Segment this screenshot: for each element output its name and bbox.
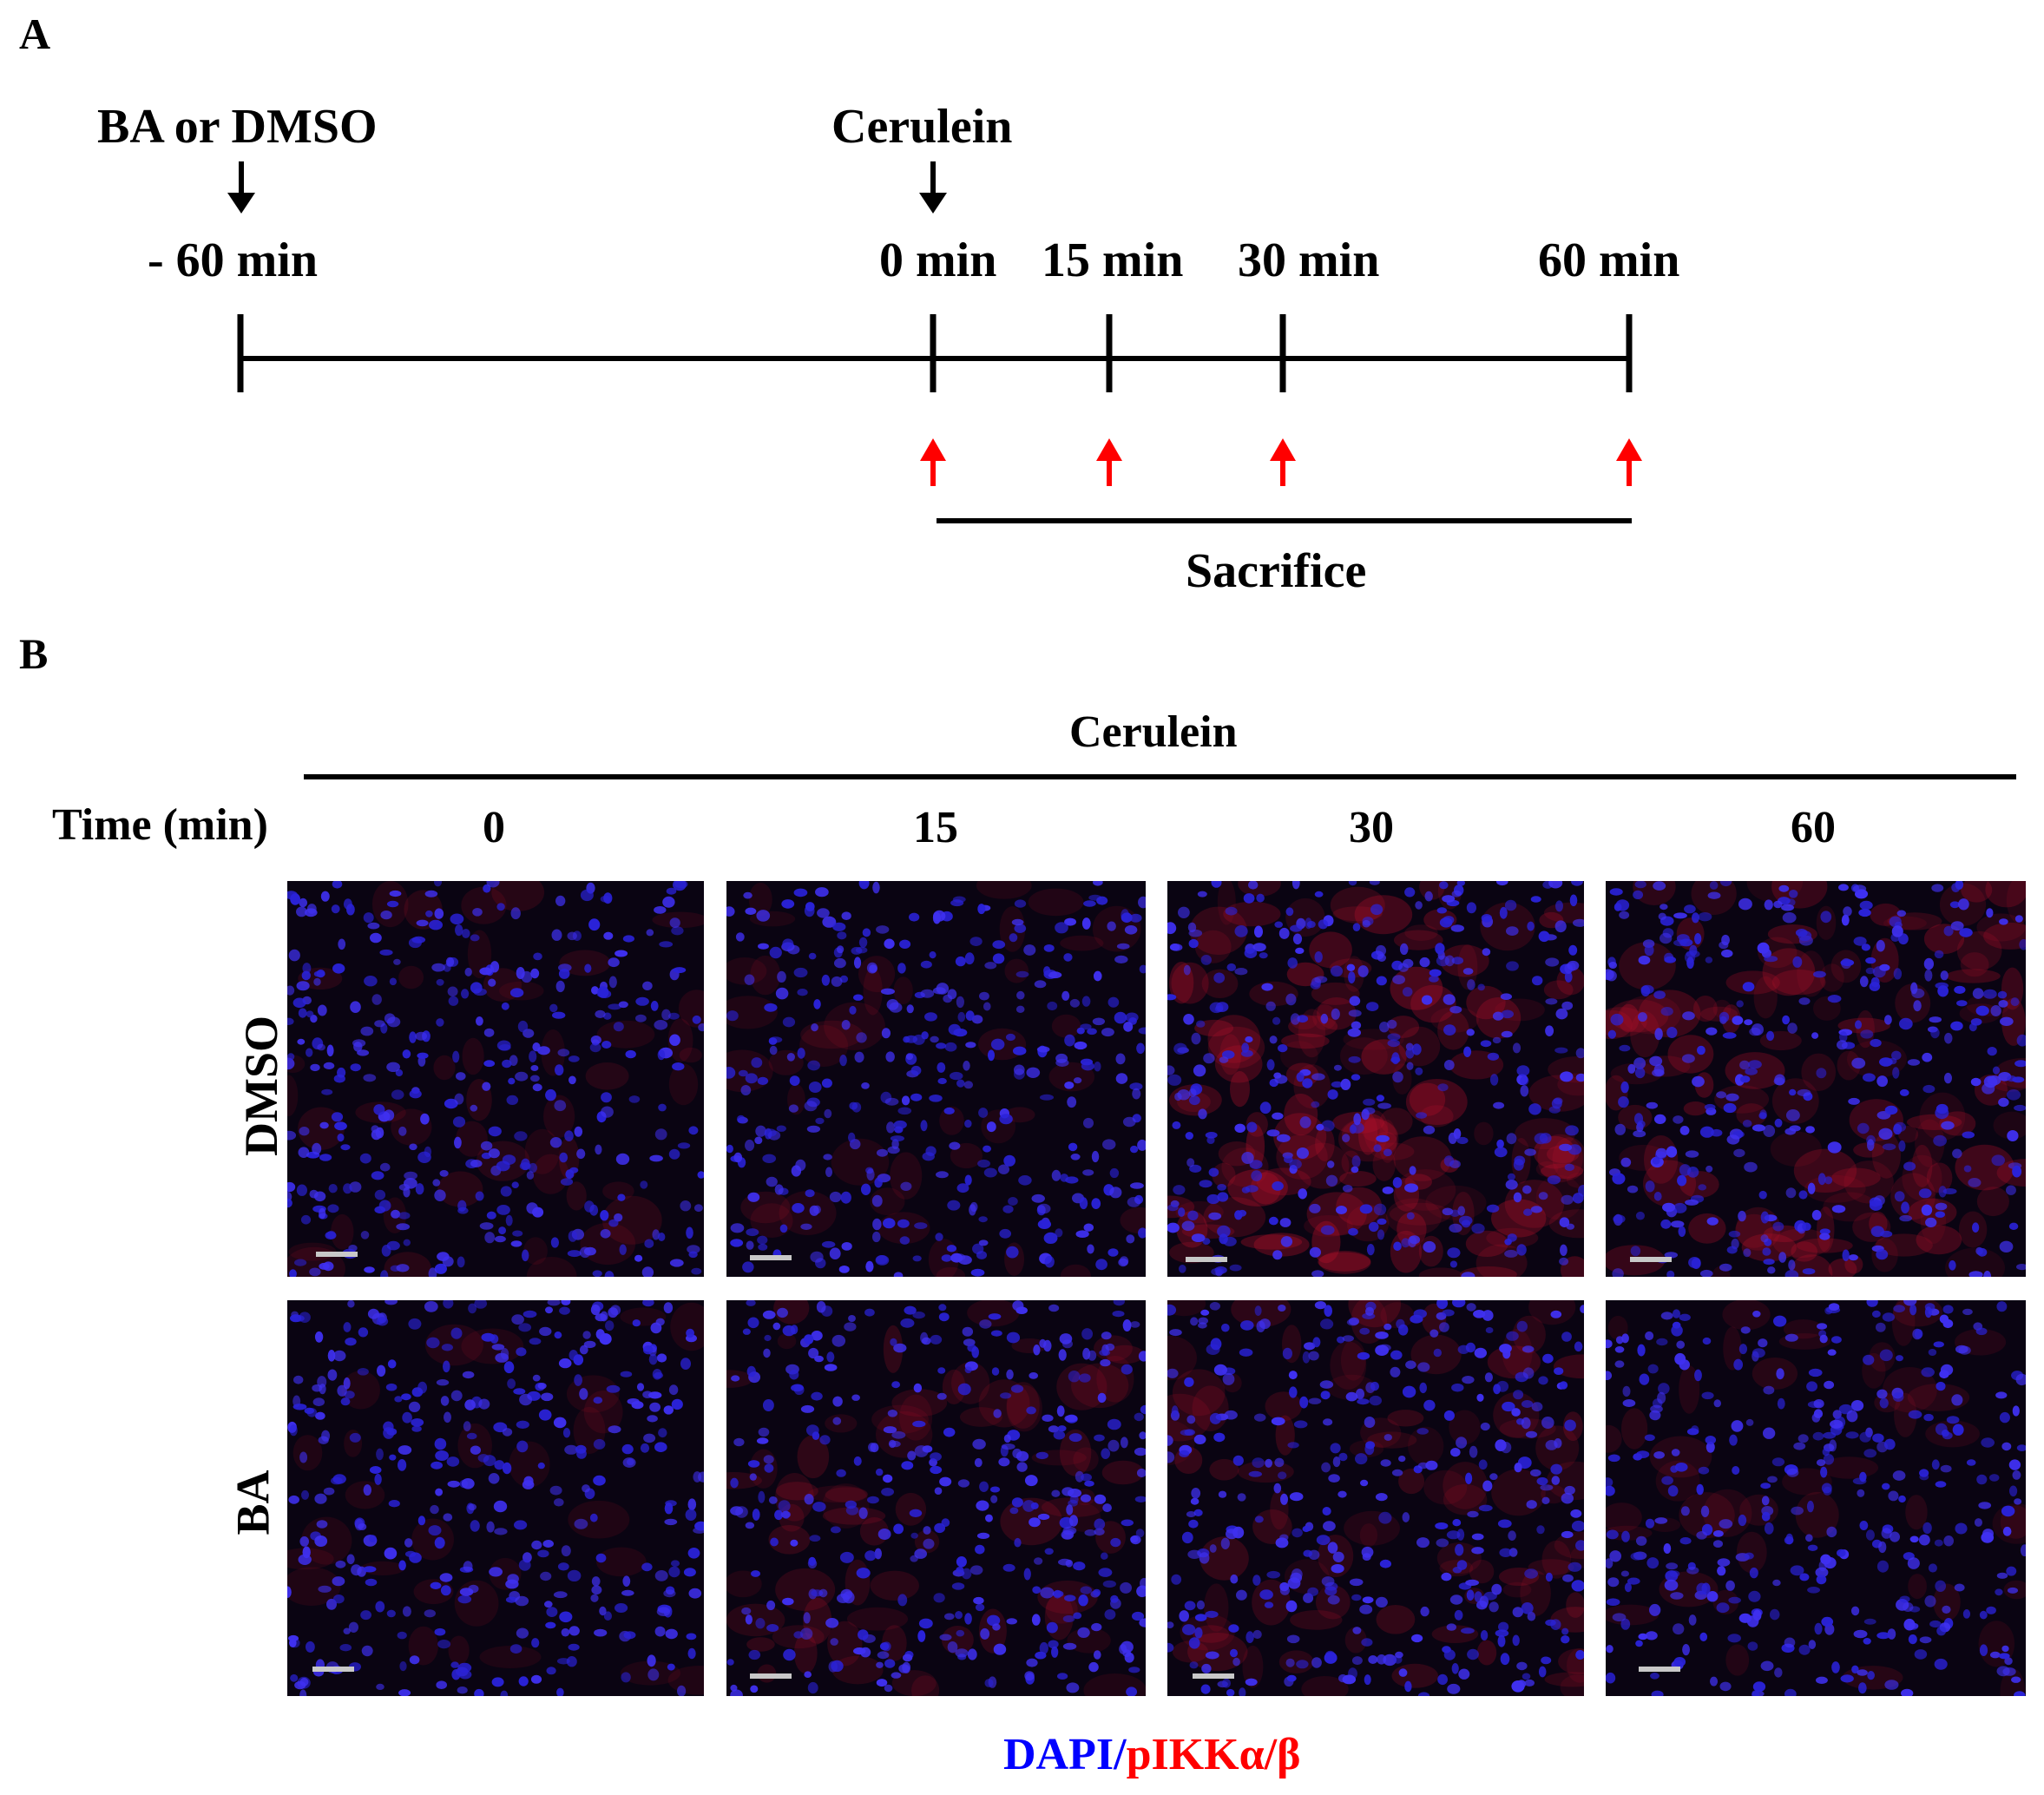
micrograph-dmso-30 — [1167, 881, 1584, 1277]
stain-legend: DAPI/pIKKα/β — [1003, 1733, 1300, 1778]
scale-bar — [1193, 1673, 1234, 1679]
legend-dapi: DAPI — [1003, 1730, 1114, 1779]
row-label-ba: BA — [227, 1470, 279, 1535]
micrograph-ba-15 — [726, 1300, 1146, 1696]
scale-bar — [750, 1255, 792, 1260]
time-value-0: 0 — [483, 803, 505, 852]
timepoint-label-30: 30 min — [1238, 233, 1380, 287]
sacrifice-arrow-30-icon — [1270, 438, 1296, 486]
scale-bar — [1639, 1667, 1680, 1672]
stimulus-label: Cerulein — [831, 100, 1013, 154]
time-value-60: 60 — [1791, 803, 1836, 852]
timepoint-label-60: 60 min — [1538, 233, 1680, 287]
timeline-diagram — [227, 161, 1642, 523]
legend-marker: pIKKα/β — [1126, 1730, 1301, 1779]
time-label: Time (min) — [52, 800, 268, 850]
scale-bar — [316, 1252, 358, 1257]
stimulus-arrow-icon — [919, 161, 947, 214]
micrograph-ba-60 — [1606, 1300, 2026, 1696]
micrograph-dmso-15 — [726, 881, 1146, 1277]
timepoint-label-0: 0 min — [879, 233, 997, 287]
panel-a-letter: A — [19, 10, 51, 58]
treatment-label: BA or DMSO — [97, 100, 378, 154]
timepoint-label-15: 15 min — [1042, 233, 1184, 287]
time-value-30: 30 — [1349, 803, 1394, 852]
scale-bar — [1630, 1257, 1672, 1262]
panel-b-letter: B — [19, 629, 49, 678]
micrograph-dmso-0 — [287, 881, 704, 1277]
timepoint-label-minus60: - 60 min — [148, 233, 318, 287]
sacrifice-arrow-60-icon — [1616, 438, 1642, 486]
row-label-dmso: DMSO — [235, 1016, 287, 1156]
sacrifice-arrow-0-icon — [920, 438, 946, 486]
scale-bar — [750, 1673, 792, 1679]
cerulein-header: Cerulein — [1069, 707, 1238, 757]
micrograph-dmso-60 — [1606, 881, 2026, 1277]
time-value-15: 15 — [913, 803, 958, 852]
sacrifice-arrow-15-icon — [1096, 438, 1122, 486]
scale-bar — [1186, 1257, 1227, 1262]
micrograph-ba-30 — [1167, 1300, 1584, 1696]
micrograph-ba-0 — [287, 1300, 704, 1696]
cerulein-header-line — [304, 774, 2016, 779]
treatment-arrow-icon — [227, 161, 255, 214]
scale-bar — [312, 1667, 354, 1672]
legend-separator: / — [1114, 1730, 1127, 1779]
sacrifice-label: Sacrifice — [1186, 544, 1367, 598]
